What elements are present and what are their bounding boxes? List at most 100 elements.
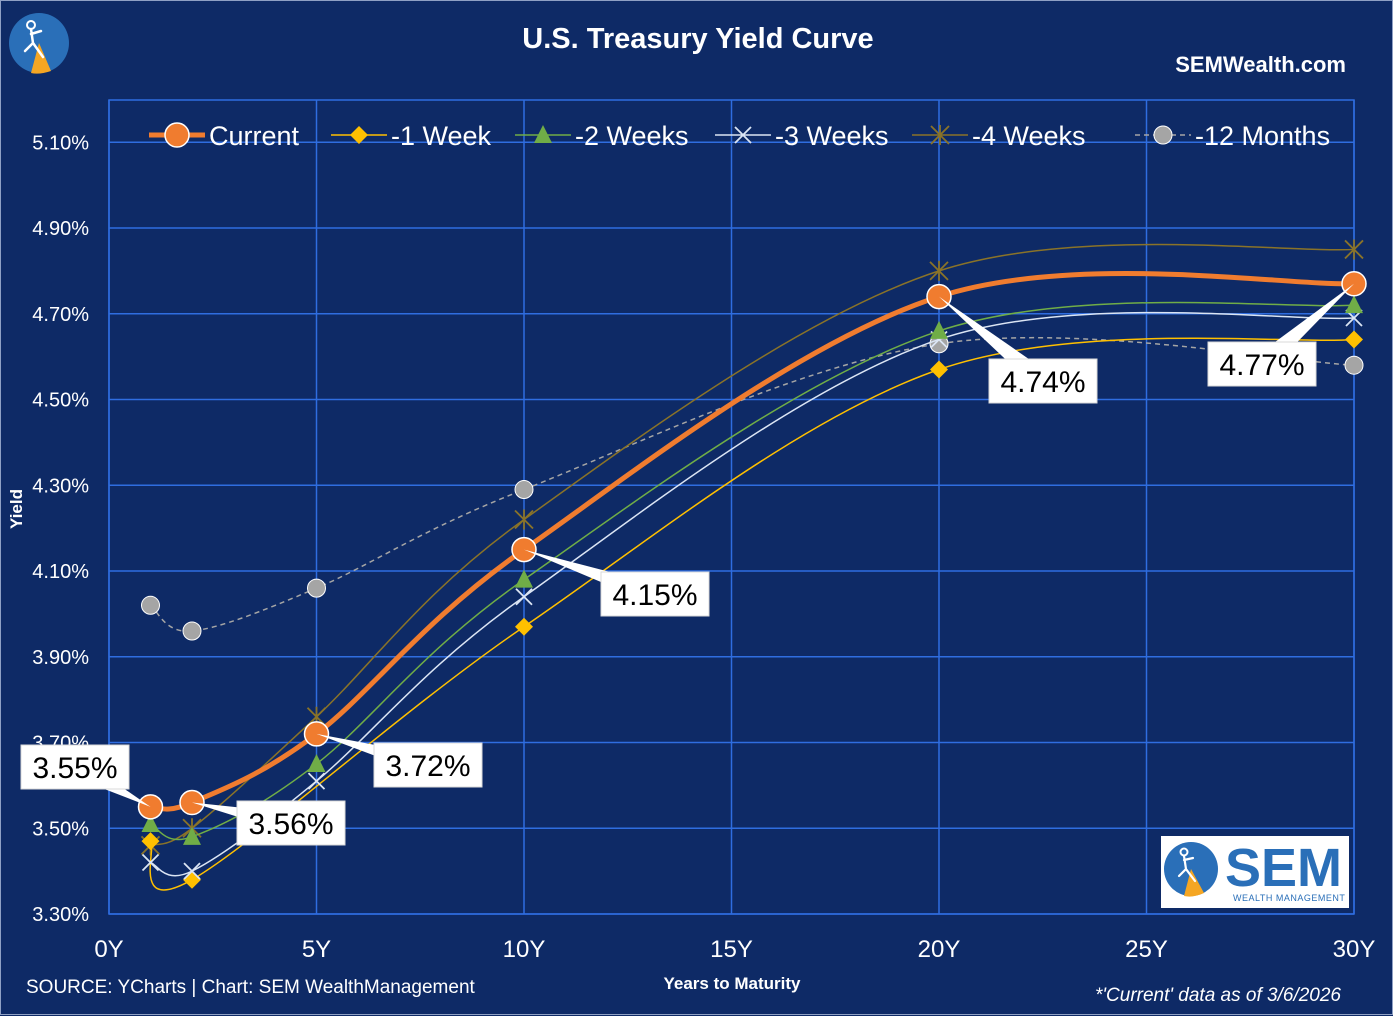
y-tick-label: 4.90% bbox=[32, 218, 89, 240]
data-point-2-weeks bbox=[307, 753, 326, 772]
legend-item-2-weeks: -2 Weeks bbox=[515, 121, 689, 151]
data-date-note: *'Current' data as of 3/6/2026 bbox=[1095, 985, 1341, 1006]
legend-label: -2 Weeks bbox=[575, 121, 689, 151]
y-tick-label: 4.50% bbox=[32, 390, 89, 412]
callout-label: 4.15% bbox=[612, 579, 697, 612]
legend-marker bbox=[734, 126, 752, 144]
emblem-logo bbox=[9, 13, 69, 74]
series-layer bbox=[137, 239, 1367, 891]
legend-item-1-week: -1 Week bbox=[331, 121, 492, 151]
callout: 3.56% bbox=[192, 800, 346, 846]
data-point-12-months bbox=[1344, 355, 1364, 375]
callout: 3.55% bbox=[20, 744, 151, 807]
callout: 4.15% bbox=[524, 549, 710, 617]
data-point-4-weeks bbox=[929, 260, 949, 281]
x-tick-label: 10Y bbox=[503, 936, 546, 963]
legend-marker bbox=[930, 125, 950, 145]
data-point-4-weeks bbox=[1344, 239, 1364, 260]
y-tick-label: 3.90% bbox=[32, 647, 89, 669]
x-tick-label: 15Y bbox=[710, 936, 753, 963]
data-point-1-week bbox=[930, 360, 948, 379]
callout-label: 4.74% bbox=[1000, 366, 1085, 399]
callout-label: 4.77% bbox=[1219, 349, 1304, 382]
y-tick-label: 4.70% bbox=[32, 304, 89, 326]
legend-marker bbox=[350, 126, 368, 144]
x-axis-ticks: 0Y 5Y 10Y 15Y 20Y 25Y 30Y bbox=[94, 936, 1375, 963]
callout-label: 3.55% bbox=[32, 752, 117, 785]
callout-box bbox=[988, 358, 1098, 404]
data-point-4-weeks bbox=[514, 509, 534, 530]
x-tick-label: 5Y bbox=[302, 936, 331, 963]
data-point-1-week bbox=[515, 617, 533, 636]
x-axis-title: Years to Maturity bbox=[664, 974, 802, 993]
y-tick-label: 3.30% bbox=[32, 904, 89, 926]
data-point-12-months bbox=[141, 595, 160, 615]
callout: 4.77% bbox=[1207, 283, 1354, 387]
callout: 4.74% bbox=[939, 296, 1098, 404]
legend-item-3-weeks: -3 Weeks bbox=[715, 121, 889, 151]
data-point-2-weeks bbox=[183, 826, 201, 845]
legend: Current -1 Week -2 Weeks -3 Weeks -4 Weeks -1… bbox=[149, 121, 1330, 151]
legend-label: Current bbox=[209, 121, 300, 151]
y-tick-label: 4.30% bbox=[32, 475, 89, 497]
data-point-2-weeks bbox=[515, 569, 533, 588]
series-12-months bbox=[141, 334, 1364, 641]
y-axis-ticks: 3.30%3.50%3.70%3.90%4.10%4.30%4.50%4.70%… bbox=[32, 132, 89, 926]
series-2-weeks bbox=[141, 295, 1363, 845]
data-point-2-weeks bbox=[1345, 295, 1363, 314]
legend-marker bbox=[1153, 125, 1173, 145]
y-axis-title: Yield bbox=[7, 489, 26, 529]
series-line-2-weeks bbox=[150, 301, 1355, 841]
sem-logo-subtext: WEALTH MANAGEMENT bbox=[1233, 893, 1345, 903]
x-tick-label: 0Y bbox=[94, 936, 123, 963]
series-line-3-weeks bbox=[150, 311, 1355, 877]
data-point-2-weeks bbox=[930, 320, 948, 339]
data-point-1-week bbox=[1345, 330, 1363, 349]
legend-label: -3 Weeks bbox=[775, 121, 889, 151]
legend-item-4-weeks: -4 Weeks bbox=[912, 121, 1086, 151]
data-point-3-weeks bbox=[183, 862, 201, 880]
callout-box bbox=[1207, 341, 1317, 387]
series-line-12-months bbox=[150, 336, 1355, 632]
series-line-4-weeks bbox=[150, 243, 1355, 847]
callout-label: 3.56% bbox=[248, 808, 333, 841]
x-tick-label: 25Y bbox=[1125, 936, 1168, 963]
callout-label: 3.72% bbox=[385, 750, 470, 783]
callout-box bbox=[20, 744, 130, 790]
series-3-weeks bbox=[141, 309, 1363, 880]
data-point-2-weeks bbox=[141, 813, 160, 832]
callout: 3.72% bbox=[316, 733, 483, 788]
data-point-12-months bbox=[307, 578, 326, 598]
x-tick-label: 30Y bbox=[1333, 936, 1376, 963]
data-point-3-weeks bbox=[515, 588, 533, 606]
data-point-12-months bbox=[182, 621, 202, 641]
legend-marker bbox=[164, 122, 190, 148]
y-tick-label: 3.50% bbox=[32, 818, 89, 840]
x-tick-label: 20Y bbox=[918, 936, 961, 963]
legend-label: -1 Week bbox=[391, 121, 492, 151]
legend-label: -4 Weeks bbox=[972, 121, 1086, 151]
legend-label: -12 Months bbox=[1195, 121, 1330, 151]
gridlines bbox=[108, 99, 1355, 915]
data-point-1-week bbox=[141, 832, 160, 851]
legend-item-current: Current bbox=[149, 121, 300, 151]
legend-marker bbox=[534, 125, 552, 143]
y-tick-label: 5.10% bbox=[32, 132, 89, 154]
legend-item-12-months: -12 Months bbox=[1135, 121, 1330, 151]
series-line-current bbox=[150, 271, 1355, 812]
chart-title: U.S. Treasury Yield Curve bbox=[522, 23, 873, 55]
callouts-layer: 3.55% 3.56% 3.72% 4.15% 4.74% 4.77% bbox=[20, 283, 1354, 846]
y-tick-label: 4.10% bbox=[32, 561, 89, 583]
sem-logo-text: SEM bbox=[1225, 838, 1342, 898]
series-4-weeks bbox=[140, 239, 1364, 856]
callout-box bbox=[373, 742, 483, 788]
data-point-12-months bbox=[514, 480, 534, 500]
brand-url: SEMWealth.com bbox=[1175, 52, 1346, 77]
callout-box bbox=[236, 800, 346, 846]
data-point-3-weeks bbox=[307, 772, 326, 790]
callout-box bbox=[600, 571, 710, 617]
data-point-3-weeks bbox=[141, 853, 160, 872]
sem-logo: SEM WEALTH MANAGEMENT bbox=[1161, 836, 1349, 908]
